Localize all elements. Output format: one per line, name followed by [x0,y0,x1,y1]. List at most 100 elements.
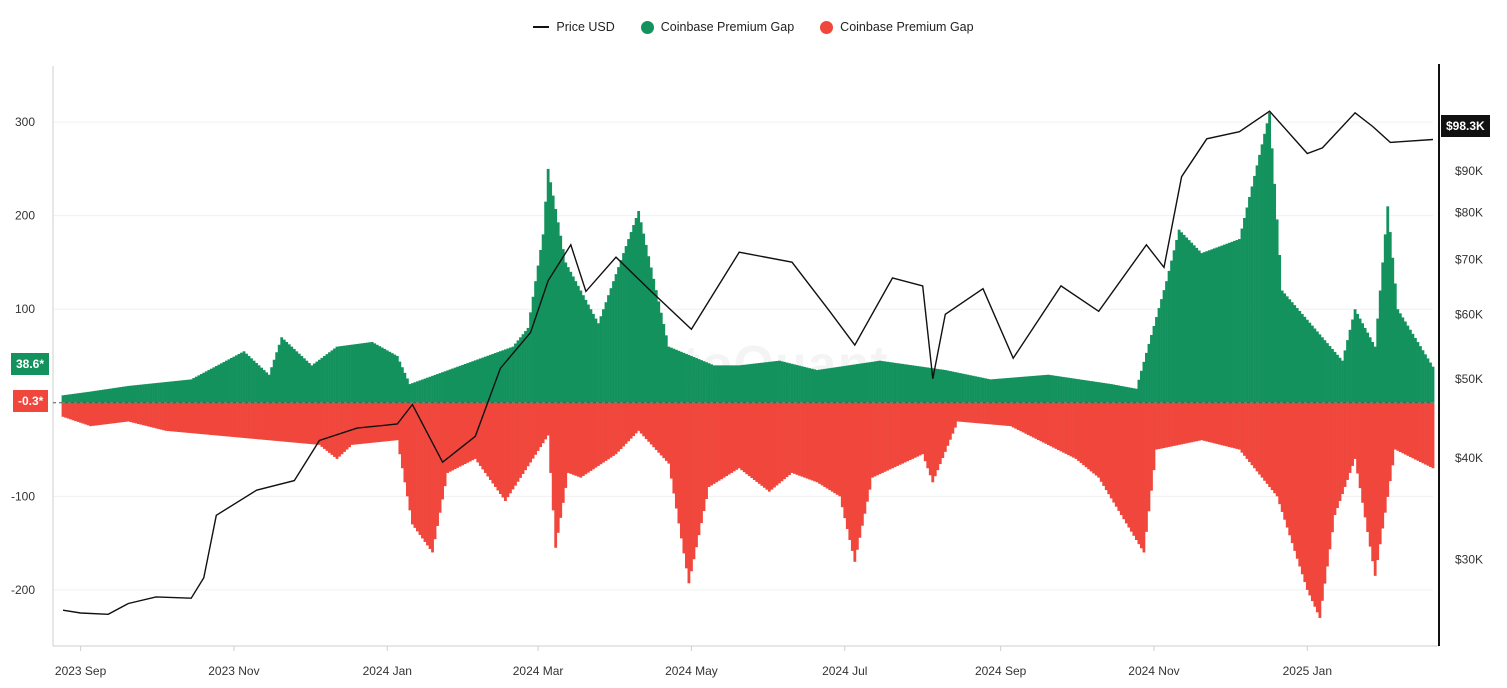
positive-gap-bar [848,365,852,403]
negative-gap-bar [1094,402,1098,476]
negative-gap-bar [212,402,216,436]
positive-gap-bar [486,355,490,403]
positive-gap-bar [996,378,1000,403]
negative-gap-bar [446,402,450,473]
positive-gap-bar [1137,379,1141,403]
negative-gap-bar [1343,402,1347,487]
positive-gap-bar [1366,332,1370,403]
negative-gap-bar [614,402,618,455]
positive-gap-bar [700,360,703,403]
negative-gap-bar [956,402,960,422]
negative-gap-bar [1112,402,1116,503]
negative-gap-bar [139,402,143,425]
legend-item-price[interactable]: Price USD [533,20,615,34]
positive-gap-bar [1212,248,1216,403]
positive-gap-bar [561,249,565,403]
positive-gap-bar [1190,242,1194,403]
positive-gap-bar [1079,379,1083,403]
positive-gap-bar [1250,186,1254,403]
positive-gap-bar [971,375,975,403]
negative-gap-bar [881,402,884,473]
positive-gap-bar [1243,218,1246,403]
chart-legend: Price USD Coinbase Premium Gap Coinbase … [0,20,1507,34]
negative-gap-bar [1087,402,1091,470]
negative-gap-bar [948,402,952,440]
negative-gap-bar [71,402,75,421]
negative-gap-bar [353,402,356,445]
positive-gap-bar [647,256,651,403]
positive-gap-bar [416,381,419,403]
negative-gap-bar [928,402,932,476]
legend-item-negative-gap[interactable]: Coinbase Premium Gap [820,20,974,34]
positive-gap-bar [667,346,671,403]
negative-gap-bar [61,402,65,417]
positive-gap-bar [737,365,741,403]
positive-gap-bar [649,267,653,403]
negative-gap-bar [1215,402,1219,444]
negative-gap-bar [667,402,671,464]
y-left-tick-label: 200 [15,209,35,223]
positive-gap-bar [702,361,706,403]
legend-item-positive-gap[interactable]: Coinbase Premium Gap [640,20,794,34]
positive-gap-bar [1069,378,1073,403]
positive-gap-bar [921,366,925,403]
negative-gap-bar [1243,402,1246,456]
negative-gap-bar [941,402,945,458]
positive-gap-bar [1097,382,1101,403]
positive-gap-bar [282,339,286,403]
positive-gap-bar [986,378,990,403]
positive-gap-bar [1376,318,1380,403]
positive-gap-bar [443,371,447,403]
negative-gap-bar [1082,402,1085,466]
negative-gap-bar [654,402,658,450]
positive-gap-bar [189,379,193,403]
negative-gap-bar [519,402,522,478]
negative-gap-bar [1142,402,1146,553]
negative-gap-bar [1175,402,1178,446]
negative-gap-bar [971,402,975,423]
negative-gap-bar [818,402,822,484]
positive-gap-bar [687,354,691,403]
negative-gap-bar [581,402,585,476]
positive-gap-bar [961,373,965,403]
negative-gap-bar [187,402,191,433]
positive-gap-bar [285,341,289,403]
negative-gap-bar [1227,402,1231,448]
negative-gap-bar [1225,402,1229,447]
positive-gap-bar [1014,377,1018,403]
negative-gap-bar [690,402,693,572]
positive-gap-bar [559,235,563,403]
negative-gap-bar [1328,402,1332,550]
negative-gap-bar [1233,402,1236,449]
negative-gap-bar [569,402,573,474]
negative-gap-bar [1109,402,1113,499]
negative-gap-bar [1160,402,1163,449]
positive-gap-bar [735,365,739,403]
positive-gap-bar [1356,313,1359,403]
positive-gap-bar [242,351,246,403]
positive-gap-bar [933,368,937,403]
positive-gap-bar [227,359,231,403]
positive-gap-bar [491,353,495,403]
negative-gap-bar [421,402,424,539]
negative-gap-bar [144,402,148,426]
positive-gap-bar [405,378,409,403]
positive-gap-bar [941,369,945,403]
positive-gap-bar [1401,317,1405,403]
positive-gap-bar [262,370,266,403]
negative-gap-bar [260,402,263,440]
negative-gap-bar [936,402,940,471]
negative-gap-bar [627,402,630,442]
positive-gap-bar [184,379,188,403]
positive-gap-bar [767,361,771,403]
x-tick-label: 2024 Jan [363,664,412,678]
positive-gap-bar [1225,243,1229,403]
positive-gap-bar [705,362,708,403]
positive-gap-bar [883,361,887,403]
negative-gap-bar [760,402,764,486]
positive-gap-bar [1094,381,1098,403]
negative-gap-bar [893,402,897,468]
positive-gap-bar [79,392,82,403]
negative-gap-bar [1072,402,1075,458]
